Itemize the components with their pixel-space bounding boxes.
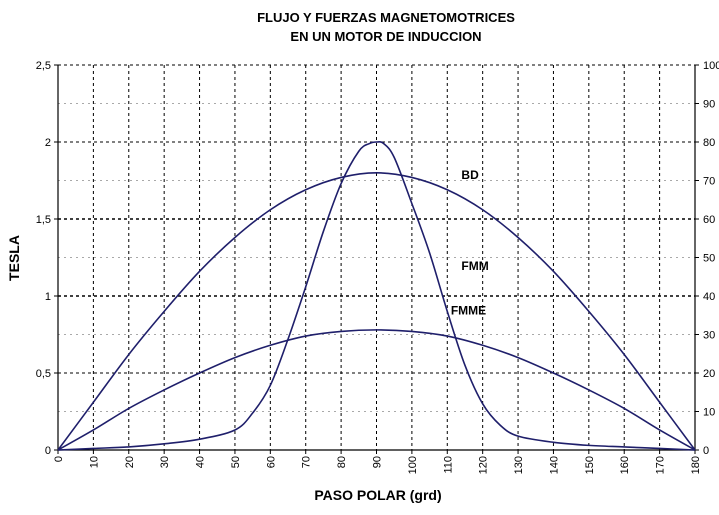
series-lines (57, 141, 696, 451)
y-tick-label: 1 (45, 291, 51, 303)
y2-tick-label: 60 (703, 214, 715, 226)
x-tick-label: 30 (159, 456, 171, 468)
x-tick-label: 150 (584, 456, 596, 474)
y2-tick-label: 0 (703, 445, 709, 457)
y-tick-label: 2 (45, 137, 51, 149)
y2-tick-label: 10 (703, 407, 715, 419)
y-tick-label: 0 (45, 445, 51, 457)
x-tick-label: 70 (301, 456, 313, 468)
y-tick-label: 1,5 (36, 214, 51, 226)
y-axis-title: TESLA (6, 235, 22, 281)
annotation-fmm: FMM (461, 259, 488, 273)
y2-tick-label: 50 (703, 253, 715, 265)
y2-tick-label: 100 (703, 60, 719, 72)
gridlines (58, 65, 695, 450)
series-annotations: BD FMM FMME (451, 168, 489, 318)
x-tick-label: 10 (88, 456, 100, 468)
x-tick-label: 170 (655, 456, 667, 474)
y2-tick-label: 30 (703, 330, 715, 342)
chart-title-line-2: EN UN MOTOR DE INDUCCION (290, 29, 481, 44)
series-line-fmm (57, 141, 696, 451)
series-line-fmme (57, 329, 696, 451)
x-tick-label: 40 (195, 456, 207, 468)
x-tick-label: 60 (265, 456, 277, 468)
y-tick-label: 2,5 (36, 60, 51, 72)
x-tick-label: 120 (478, 456, 490, 474)
chart-title-line-1: FLUJO Y FUERZAS MAGNETOMOTRICES (257, 10, 515, 25)
x-tick-label: 130 (513, 456, 525, 474)
y2-tick-label: 80 (703, 137, 715, 149)
x-tick-label: 100 (407, 456, 419, 474)
x-tick-label: 110 (442, 456, 454, 474)
y2-tick-label: 40 (703, 291, 715, 303)
tick-labels: 0 10 20 30 40 50 60 70 80 90 100 110 120 130 140 150 160… (36, 60, 719, 474)
series-line-bd (57, 171, 696, 451)
x-tick-label: 50 (230, 456, 242, 468)
x-tick-label: 140 (548, 456, 560, 474)
annotation-fmme: FMME (451, 303, 486, 317)
y2-tick-label: 70 (703, 176, 715, 188)
x-tick-label: 20 (124, 456, 136, 468)
y2-tick-label: 20 (703, 368, 715, 380)
x-tick-label: 90 (372, 456, 384, 468)
x-tick-label: 180 (690, 456, 702, 474)
x-tick-label: 80 (336, 456, 348, 468)
axes (54, 64, 699, 454)
y2-tick-label: 90 (703, 99, 715, 111)
annotation-bd: BD (461, 168, 479, 182)
x-tick-label: 0 (53, 456, 65, 462)
x-axis-title: PASO POLAR (grd) (314, 487, 441, 503)
y-tick-label: 0,5 (36, 368, 51, 380)
x-tick-label: 160 (619, 456, 631, 474)
